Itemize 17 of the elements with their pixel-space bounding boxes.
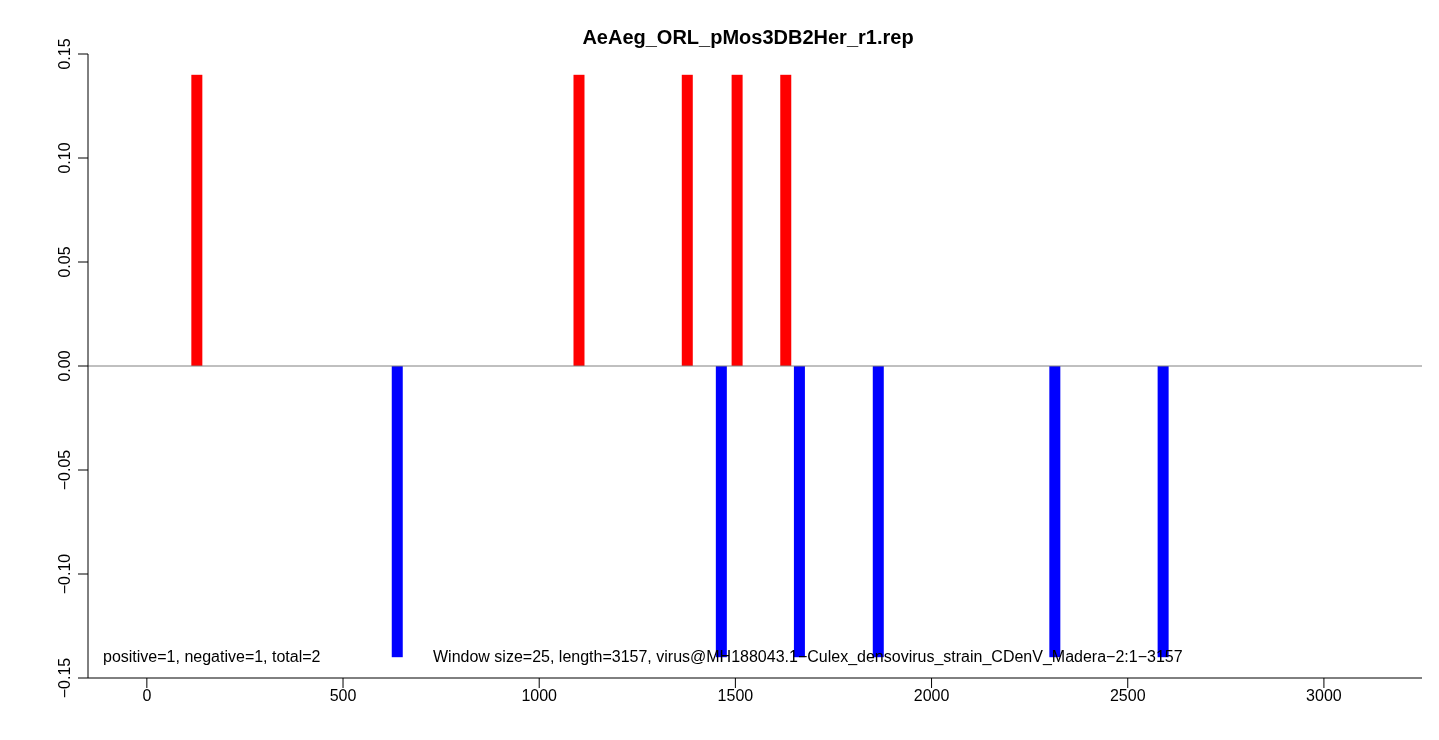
x-tick-label: 500 — [329, 687, 357, 705]
y-tick-label: −0.15 — [56, 657, 73, 699]
x-tick-label: 2500 — [1109, 687, 1146, 705]
y-tick-label: −0.10 — [56, 553, 73, 595]
x-tick-label: 3000 — [1306, 687, 1342, 705]
y-tick-label: 0.15 — [56, 38, 73, 70]
x-tick-label: 2000 — [913, 687, 950, 705]
annotation: positive=1, negative=1, total=2 — [103, 648, 321, 666]
y-tick-label: 0.00 — [56, 350, 73, 382]
chart-title: AeAeg_ORL_pMos3DB2Her_r1.rep — [582, 26, 914, 48]
y-tick-label: 0.10 — [56, 142, 73, 174]
x-tick-label: 0 — [142, 687, 152, 705]
y-tick-label: 0.05 — [56, 246, 73, 278]
y-tick-label: −0.05 — [56, 449, 73, 491]
x-tick-label: 1500 — [717, 687, 754, 705]
x-tick-label: 1000 — [521, 687, 558, 705]
annotation: Window size=25, length=3157, virus@MH188043.1−Culex_densovirus_strain_CDenV_Madera−2:1−3157 — [433, 648, 1183, 666]
